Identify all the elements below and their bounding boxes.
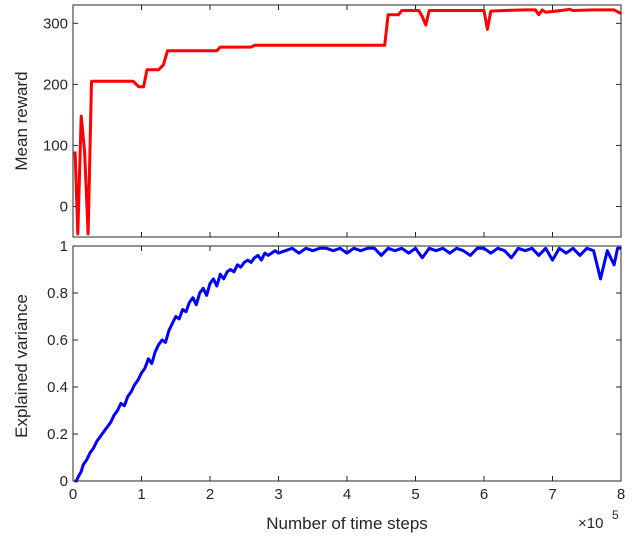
variance-axis-box <box>72 245 622 482</box>
x-tick-label-6: 6 <box>480 486 488 503</box>
variance-series-line <box>74 246 621 483</box>
x-exponent-power: 5 <box>612 508 619 522</box>
y-tick-label-0: 0 <box>60 198 68 215</box>
reward-axis-label: Mean reward <box>12 71 31 170</box>
x-tick-label-1: 1 <box>137 486 145 503</box>
x-tick-label-5: 5 <box>411 486 419 503</box>
x-tick-label-4: 4 <box>343 486 351 503</box>
y-tick-label-2: 0.4 <box>47 379 68 396</box>
x-tick-label-2: 2 <box>206 486 214 503</box>
reward-y-ticks: 0 100 200 300 <box>43 5 622 237</box>
variance-panel: Explained variance 0 0.2 0.4 0.6 0.8 1 0 1 2 3 4 5… <box>12 238 625 533</box>
y-tick-label-5: 1 <box>60 238 68 255</box>
time-x-ticks: 0 1 2 3 4 5 6 7 8 <box>69 246 625 503</box>
reward-series-line <box>73 7 622 236</box>
y-tick-label-3: 300 <box>43 15 68 32</box>
reward-panel: Mean reward 0 100 200 300 <box>12 4 622 238</box>
y-tick-label-2: 200 <box>43 76 68 93</box>
reward-axis-box <box>72 4 622 238</box>
variance-axis-label: Explained variance <box>12 294 31 438</box>
y-tick-label-4: 0.8 <box>47 285 68 302</box>
variance-y-ticks: 0 0.2 0.4 0.6 0.8 1 <box>47 238 621 490</box>
x-exponent-base: ×10 <box>578 515 603 532</box>
y-tick-label-0: 0 <box>60 473 68 490</box>
x-tick-label-3: 3 <box>274 486 282 503</box>
x-tick-label-8: 8 <box>617 486 625 503</box>
y-tick-label-1: 100 <box>43 137 68 154</box>
y-tick-label-1: 0.2 <box>47 426 68 443</box>
y-tick-label-3: 0.6 <box>47 332 68 349</box>
x-tick-label-0: 0 <box>69 486 77 503</box>
time-axis-label: Number of time steps <box>266 514 428 533</box>
x-tick-label-7: 7 <box>548 486 556 503</box>
